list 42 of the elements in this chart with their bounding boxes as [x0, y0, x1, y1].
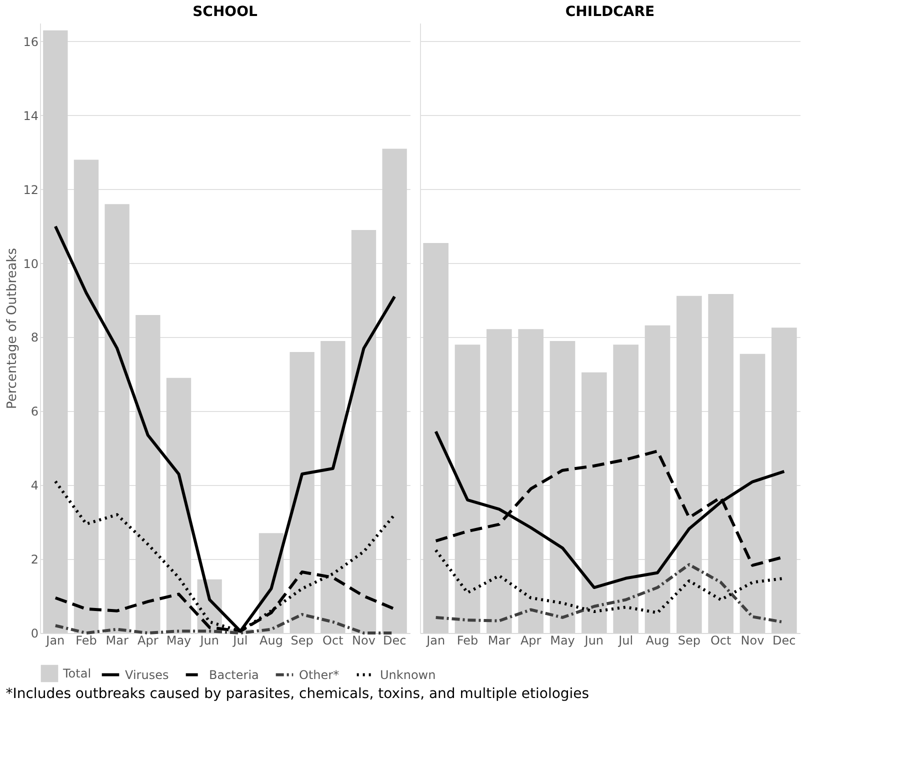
- y-tick-label: 12: [23, 182, 38, 197]
- y-tick-label: 14: [23, 108, 38, 123]
- legend-label: Total: [62, 666, 92, 680]
- x-tick-label: Sep: [678, 634, 700, 648]
- y-tick-label: 6: [30, 404, 38, 419]
- y-tick-label: 4: [30, 478, 38, 493]
- x-tick-label: Feb: [76, 634, 97, 648]
- x-tick-label: Apr: [520, 634, 542, 648]
- legend-label: Viruses: [125, 668, 169, 682]
- x-tick-label: Dec: [382, 634, 406, 648]
- x-tick-label: Nov: [740, 634, 764, 648]
- x-tick-label: Aug: [646, 634, 670, 648]
- x-tick-label: Jan: [45, 634, 65, 648]
- y-axis-title: Percentage of Outbreaks: [5, 248, 20, 410]
- x-tick-label: Oct: [710, 634, 732, 648]
- y-tick-label: 10: [23, 256, 38, 271]
- x-tick-label: Jul: [232, 634, 248, 648]
- x-tick-label: Jun: [199, 634, 219, 648]
- x-tick-label: Aug: [260, 634, 283, 648]
- legend-label: Unknown: [380, 668, 436, 682]
- x-tick-label: May: [550, 634, 575, 648]
- x-tick-label: Dec: [772, 634, 796, 648]
- x-tick-label: Jun: [584, 634, 604, 648]
- chart-title: CHILDCARE: [565, 4, 655, 20]
- y-tick-label: 16: [23, 34, 38, 49]
- x-tick-label: Sep: [290, 634, 314, 648]
- text: *Includes outbreaks caused by parasites, chemicals, toxins, and multiple etiologies: [6, 686, 590, 702]
- y-tick-label: 2: [30, 552, 38, 567]
- x-tick-label: Apr: [138, 634, 158, 648]
- legend-label: Other*: [299, 668, 340, 682]
- x-tick-label: Mar: [106, 634, 128, 648]
- x-tick-label: Mar: [488, 634, 511, 648]
- y-tick-label: 8: [30, 330, 38, 345]
- y-tick-label: 0: [30, 626, 38, 640]
- x-tick-label: Oct: [322, 634, 344, 648]
- x-tick-label: Feb: [456, 634, 478, 648]
- x-tick-label: Jul: [618, 634, 634, 648]
- chart-title: SCHOOL: [192, 4, 258, 20]
- x-tick-label: Nov: [352, 634, 376, 648]
- legend-label: Bacteria: [209, 668, 259, 682]
- x-tick-label: Jan: [426, 634, 446, 648]
- x-tick-label: May: [166, 634, 192, 648]
